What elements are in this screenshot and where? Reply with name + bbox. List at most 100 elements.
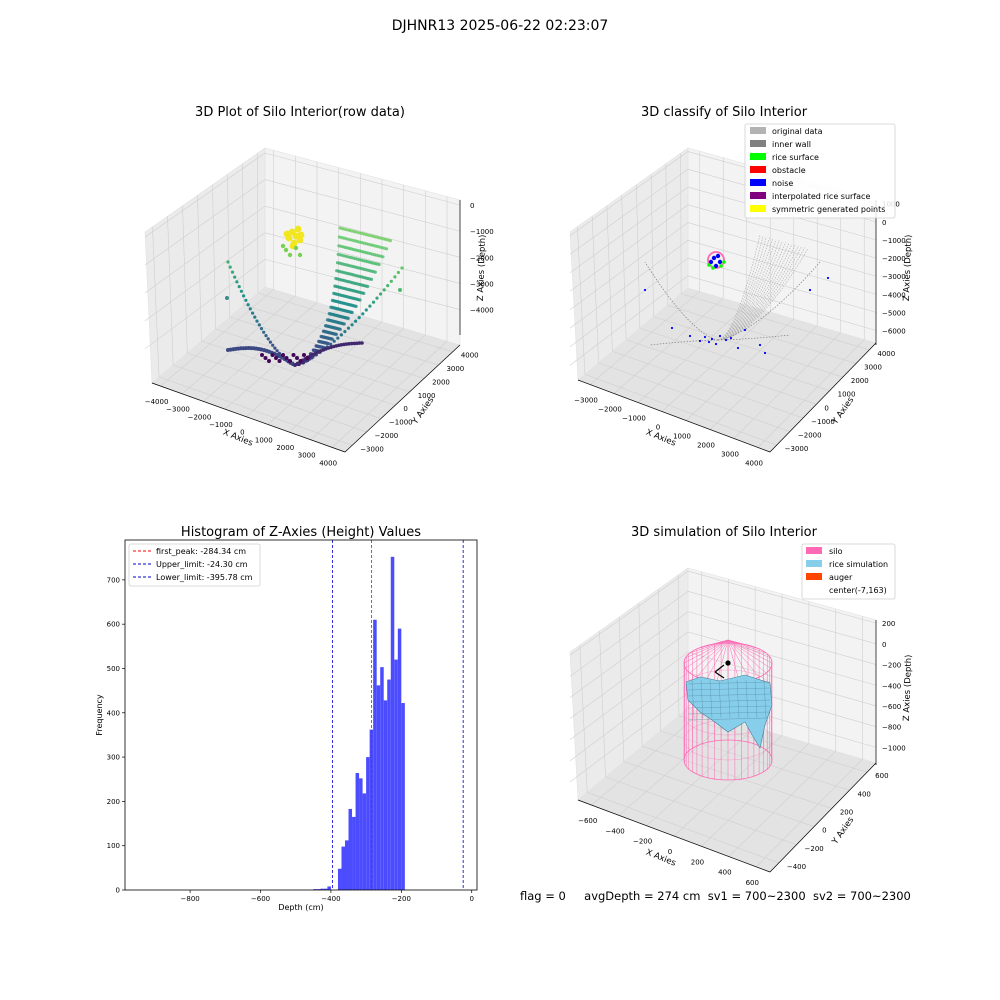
- y-tick-label: −200: [805, 845, 824, 853]
- data-point: [242, 294, 246, 298]
- grid-line: [569, 222, 689, 310]
- legend-swatch: [750, 140, 766, 147]
- x-tick-label: 2000: [697, 442, 715, 450]
- grid-line: [639, 327, 830, 391]
- data-point: [266, 337, 270, 341]
- grid-line: [709, 325, 818, 430]
- legend-swatch: [750, 127, 766, 134]
- z-tick-label: −200: [882, 662, 901, 670]
- data-point: [293, 363, 297, 367]
- status-line: flag = 0 avgDepth = 274 cm sv1 = 700~230…: [520, 889, 911, 903]
- z-tick-label: −2000: [882, 255, 906, 263]
- x-tick-label: 0: [656, 424, 660, 432]
- data-point: [355, 230, 359, 234]
- grid-line: [264, 152, 461, 206]
- rice-surface-point: [719, 264, 723, 268]
- x-tick-label: −3000: [574, 397, 598, 405]
- data-point: [237, 285, 241, 289]
- data-point: [268, 340, 272, 344]
- z-tick-label: −1000: [470, 228, 494, 236]
- y-tick-label: 400: [107, 709, 120, 717]
- legend-label: noise: [772, 179, 793, 188]
- noise-point: [736, 346, 740, 350]
- data-point: [293, 245, 299, 251]
- x-axis-label: X Axies: [644, 428, 677, 449]
- data-point: [297, 252, 303, 258]
- data-point: [352, 230, 356, 234]
- noise-point: [643, 288, 647, 292]
- grid-line: [215, 328, 410, 393]
- data-point: [271, 343, 275, 347]
- silo-roof-line: [716, 639, 729, 683]
- legend: original data inner wall rice surface obsta…: [744, 123, 896, 219]
- grid-line: [687, 240, 877, 295]
- grid-line: [618, 616, 625, 762]
- data-point: [376, 236, 380, 240]
- rice-mesh-line: [754, 679, 758, 719]
- inner-wall-trace: [644, 261, 719, 341]
- rice-mesh-line: [745, 679, 749, 719]
- legend-label: rice surface: [772, 153, 819, 162]
- x-tick-label: −4000: [145, 398, 169, 406]
- original-data-trace: [717, 244, 796, 341]
- rice-surface: [685, 674, 773, 749]
- data-point: [354, 304, 358, 308]
- data-point: [347, 342, 351, 346]
- data-point: [360, 231, 364, 235]
- data-point: [385, 247, 389, 251]
- data-point: [280, 243, 286, 249]
- y-tick-label: 4000: [461, 352, 479, 360]
- data-point: [273, 346, 277, 350]
- grid-line: [289, 328, 404, 433]
- y-tick-label: 0: [822, 827, 826, 835]
- grid-line: [144, 259, 266, 350]
- noise-point: [703, 335, 707, 339]
- y-tick-label: 300: [107, 754, 120, 762]
- x-tick-label: −2000: [188, 413, 212, 421]
- grid-line: [661, 311, 771, 412]
- legend-label: symmetric generated points: [772, 205, 885, 214]
- data-point: [381, 237, 385, 241]
- z-axis-label: Z Axies (Depth): [476, 234, 488, 301]
- silo-roof-line: [696, 639, 729, 678]
- z-tick-label: −3000: [882, 273, 906, 281]
- y-tick-label: 4000: [877, 350, 895, 358]
- panel-title: 3D simulation of Silo Interior: [631, 525, 818, 540]
- data-point: [400, 266, 404, 270]
- sv2-value: sv2 = 700~2300: [812, 889, 911, 903]
- grid-line: [246, 315, 361, 417]
- legend-swatch: [750, 192, 766, 199]
- data-point: [357, 316, 361, 320]
- data-point: [326, 342, 330, 346]
- data-point: [281, 353, 285, 357]
- data-point: [246, 303, 250, 307]
- panel-raw-3d: 3D Plot of Silo Interior(row data) −4000 −…: [144, 105, 494, 467]
- legend-label: rice simulation: [829, 560, 888, 569]
- original-data-trace: [717, 234, 761, 341]
- grid-line: [569, 204, 689, 292]
- y-tick-label: −1000: [811, 418, 835, 426]
- silo-roof-line: [705, 639, 729, 681]
- histogram-bar: [390, 556, 395, 890]
- grid-line: [653, 316, 843, 378]
- data-point: [277, 359, 282, 363]
- rice-mesh-line: [727, 679, 731, 719]
- histogram-bar: [341, 846, 345, 890]
- data-point: [283, 230, 291, 238]
- grid-line: [589, 291, 700, 385]
- legend-label: interpolated rice surface: [772, 192, 870, 201]
- legend-label: Upper_limit: -24.30 cm: [156, 560, 248, 569]
- legend-label: Lower_limit: -395.78 cm: [156, 573, 253, 582]
- noise-point: [710, 337, 714, 341]
- original-data-trace: [717, 237, 770, 341]
- grid-line: [569, 651, 689, 740]
- rice-mesh-line: [687, 717, 771, 721]
- grid-line: [591, 216, 599, 363]
- grid-line: [681, 293, 870, 351]
- panel-title: 3D Plot of Silo Interior(row data): [195, 105, 405, 120]
- data-point: [372, 234, 376, 238]
- grid-line: [577, 226, 586, 375]
- data-point: [369, 234, 373, 238]
- grid-line: [667, 304, 857, 364]
- rice-mesh-line: [691, 679, 695, 719]
